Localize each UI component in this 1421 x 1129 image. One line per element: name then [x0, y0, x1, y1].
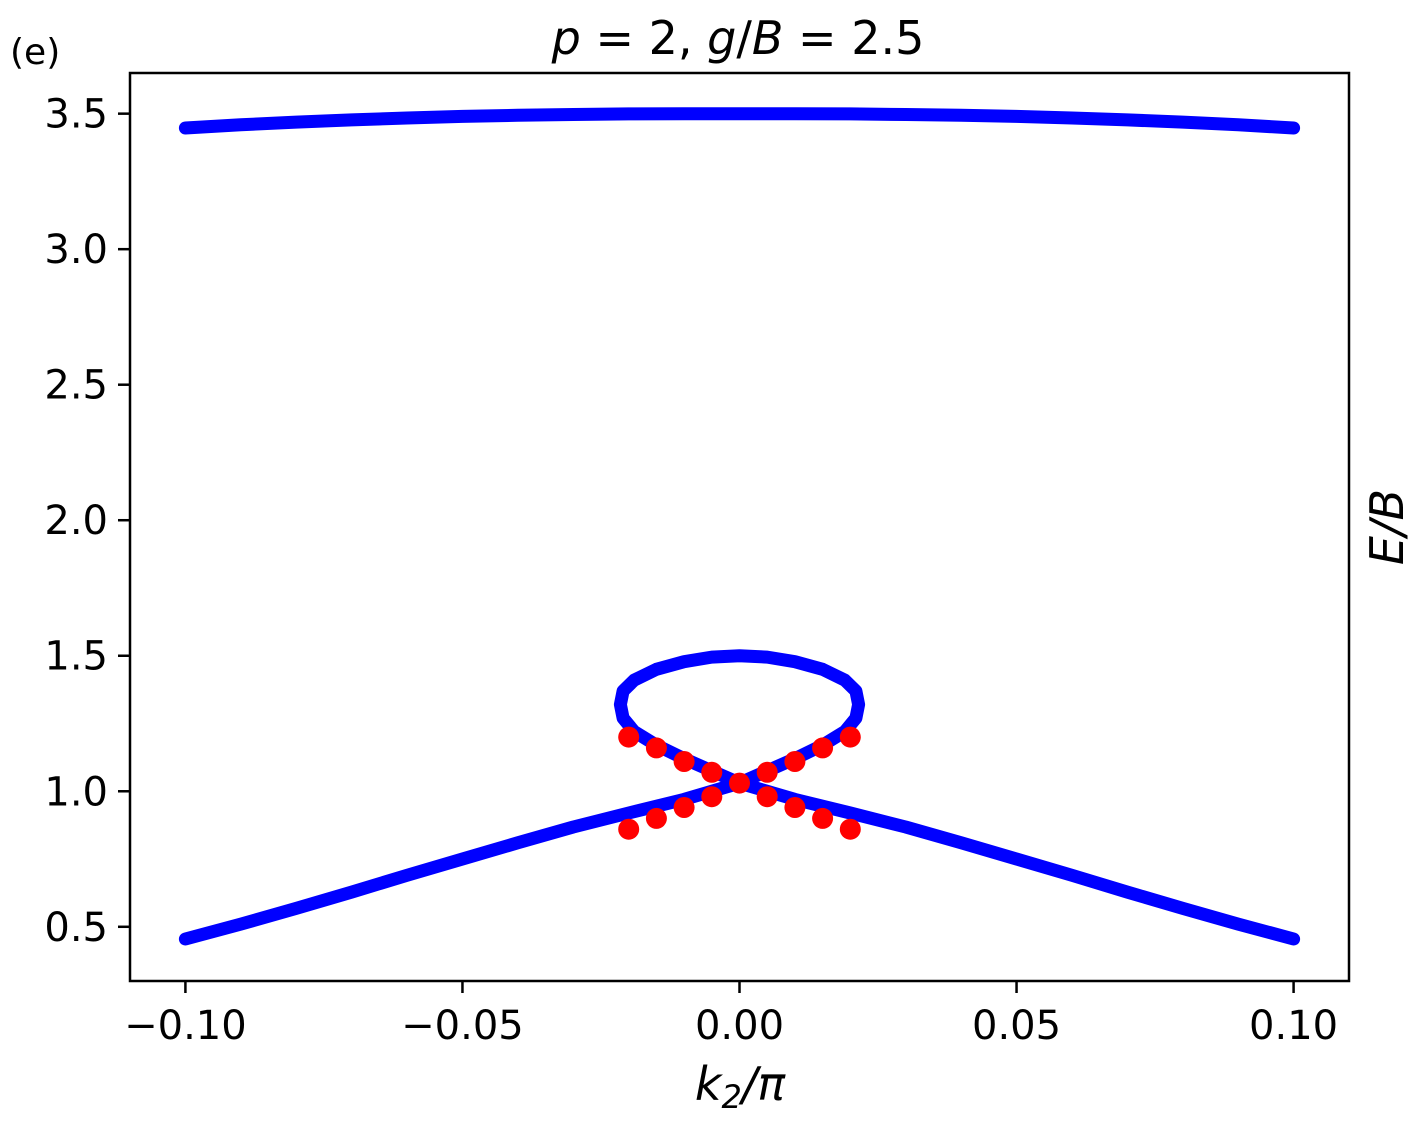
red-marker [673, 797, 695, 818]
red-marker [645, 807, 667, 829]
red-marker [673, 751, 695, 772]
x-tick-label: 0.05 [972, 1003, 1061, 1049]
title-eq1: = 2, [581, 11, 707, 65]
red-marker [618, 726, 640, 748]
y-tick-label: 3.5 [44, 92, 108, 138]
x-axis-label: k2/π [695, 1057, 786, 1116]
band-curve-4 [613, 649, 866, 790]
band-curve-1 [178, 107, 1301, 135]
y-tick-label: 1.5 [44, 634, 108, 680]
red-marker [756, 786, 778, 808]
y-tick-label: 1.0 [44, 769, 108, 815]
red-marker [618, 818, 640, 840]
title-b: B [752, 11, 784, 65]
red-marker [645, 737, 667, 759]
x-tick-label: −0.10 [124, 1003, 247, 1049]
red-marker [839, 726, 861, 748]
y-axis-label: E/B [1360, 489, 1414, 565]
title-g: g [707, 11, 736, 65]
x-axis-label-rest: /π [738, 1057, 786, 1111]
red-marker [701, 786, 723, 808]
plot-frame [128, 71, 1351, 983]
y-tick-label: 0.5 [44, 905, 108, 951]
y-tick-label: 2.5 [44, 363, 108, 409]
x-axis-label-k: k [695, 1057, 724, 1111]
x-tick-label: 0.10 [1249, 1003, 1338, 1049]
axes: −0.10 −0.05 0.00 0.05 0.10 0.5 1.0 1.5 2.0 2.5 3.0… [44, 92, 1338, 1049]
x-tick-label: −0.05 [401, 1003, 524, 1049]
red-marker [756, 761, 778, 783]
red-marker [784, 797, 806, 818]
red-marker [729, 772, 750, 794]
y-tick-label: 3.0 [44, 227, 108, 273]
x-tick-label: 0.00 [695, 1003, 784, 1049]
red-marker [784, 751, 806, 772]
y-tick-label: 2.0 [44, 498, 108, 544]
title-slash: / [736, 11, 752, 65]
band-curve-3 [733, 776, 1301, 946]
red-marker [812, 737, 834, 759]
red-marker [701, 761, 723, 783]
red-marker [812, 807, 834, 829]
chart-title: p = 2, g/B = 2.5 [551, 11, 925, 65]
red-marker [839, 818, 861, 840]
band-curve-2 [178, 776, 746, 946]
title-eq2: = 2.5 [783, 11, 924, 65]
plot-data [178, 107, 1301, 946]
title-p: p [551, 11, 581, 65]
panel-label: (e) [10, 32, 60, 73]
x-axis-label-sub: 2 [722, 1078, 742, 1116]
